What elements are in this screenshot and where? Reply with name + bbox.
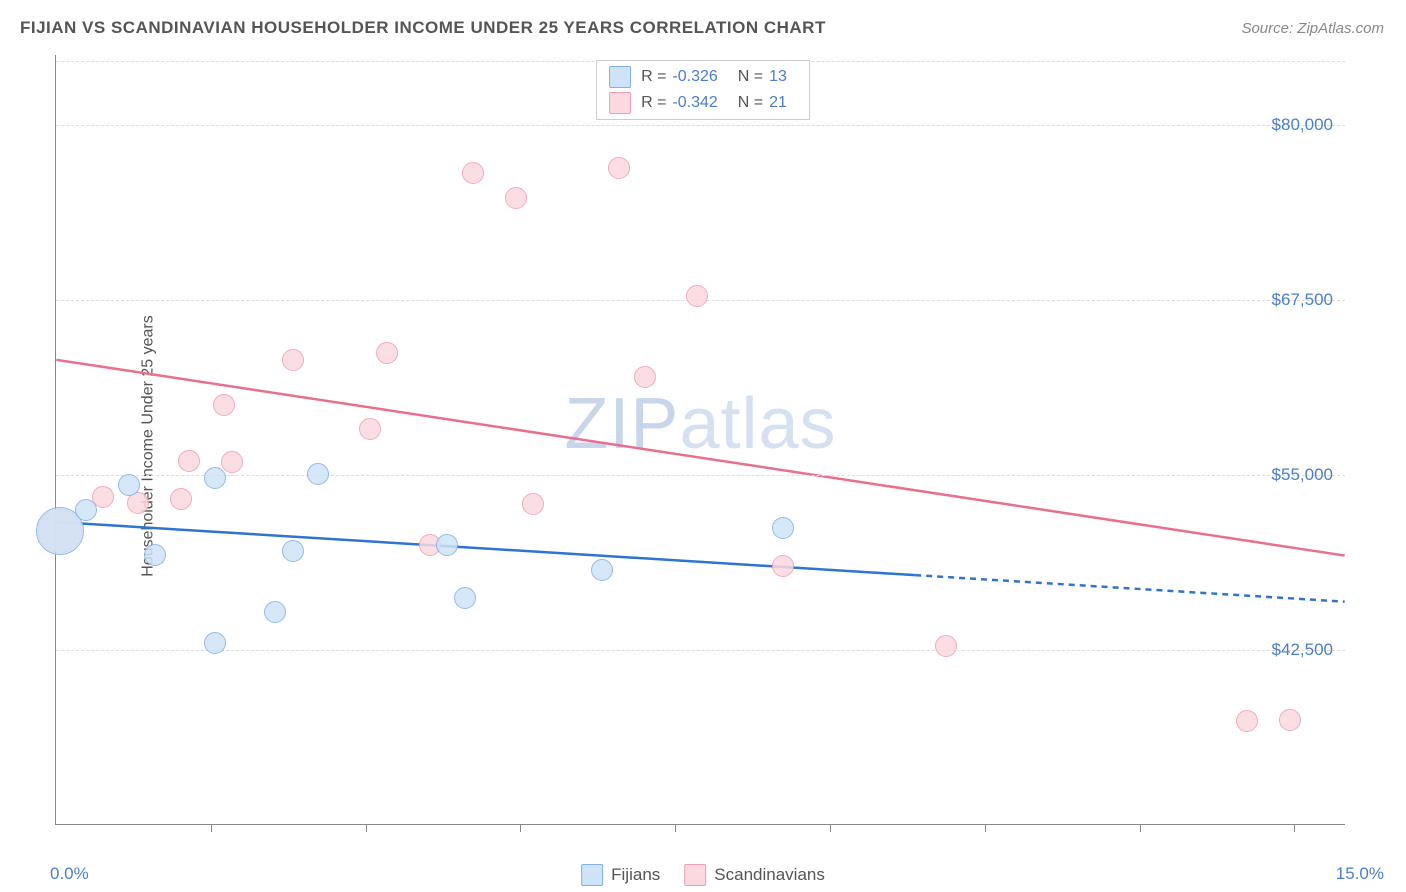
watermark-light: atlas xyxy=(679,384,836,464)
data-point-fijians xyxy=(591,559,613,581)
data-point-fijians xyxy=(307,463,329,485)
swatch-scandinavians-icon xyxy=(609,92,631,114)
data-point-fijians xyxy=(75,499,97,521)
r-value-scandinavians: -0.342 xyxy=(672,94,717,112)
data-point-scandinavians xyxy=(634,366,656,388)
chart-container: FIJIAN VS SCANDINAVIAN HOUSEHOLDER INCOM… xyxy=(0,0,1406,892)
x-tick xyxy=(675,824,676,832)
n-label: N = xyxy=(738,94,763,112)
data-point-scandinavians xyxy=(359,418,381,440)
data-point-fijians xyxy=(436,534,458,556)
n-label: N = xyxy=(738,68,763,86)
r-value-fijians: -0.326 xyxy=(672,68,717,86)
data-point-fijians xyxy=(454,587,476,609)
legend-row-fijians: R = -0.326 N = 13 xyxy=(605,64,801,90)
x-tick xyxy=(1140,824,1141,832)
legend-item-fijians: Fijians xyxy=(581,864,660,886)
data-point-fijians xyxy=(264,601,286,623)
trend-lines-svg xyxy=(56,55,1345,824)
data-point-scandinavians xyxy=(213,394,235,416)
gridline xyxy=(56,650,1345,651)
n-value-scandinavians: 21 xyxy=(769,94,787,112)
r-label: R = xyxy=(641,68,666,86)
data-point-scandinavians xyxy=(1279,709,1301,731)
x-tick xyxy=(520,824,521,832)
data-point-scandinavians xyxy=(522,493,544,515)
x-axis-max-label: 15.0% xyxy=(1336,864,1384,884)
data-point-scandinavians xyxy=(376,342,398,364)
data-point-fijians xyxy=(772,517,794,539)
y-tick-label: $55,000 xyxy=(1272,465,1333,485)
data-point-scandinavians xyxy=(608,157,630,179)
swatch-scandinavians-icon xyxy=(684,864,706,886)
data-point-scandinavians xyxy=(282,349,304,371)
data-point-scandinavians xyxy=(1236,710,1258,732)
data-point-fijians xyxy=(144,544,166,566)
data-point-scandinavians xyxy=(772,555,794,577)
data-point-fijians xyxy=(204,467,226,489)
x-tick xyxy=(830,824,831,832)
gridline xyxy=(56,125,1345,126)
data-point-fijians xyxy=(282,540,304,562)
source-label: Source: ZipAtlas.com xyxy=(1241,20,1384,37)
data-point-scandinavians xyxy=(170,488,192,510)
data-point-scandinavians xyxy=(686,285,708,307)
data-point-scandinavians xyxy=(935,635,957,657)
x-tick xyxy=(211,824,212,832)
watermark-bold: ZIP xyxy=(564,384,679,464)
x-tick xyxy=(366,824,367,832)
data-point-scandinavians xyxy=(505,187,527,209)
correlation-legend: R = -0.326 N = 13 R = -0.342 N = 21 xyxy=(596,60,810,120)
y-tick-label: $80,000 xyxy=(1272,115,1333,135)
plot-area: ZIPatlas $42,500 $55,000 $67,500 $80,000 xyxy=(55,55,1345,825)
gridline xyxy=(56,475,1345,476)
y-tick-label: $67,500 xyxy=(1272,290,1333,310)
chart-title: FIJIAN VS SCANDINAVIAN HOUSEHOLDER INCOM… xyxy=(20,18,826,38)
series-legend: Fijians Scandinavians xyxy=(581,864,825,886)
y-tick-label: $42,500 xyxy=(1272,640,1333,660)
data-point-fijians xyxy=(118,474,140,496)
legend-row-scandinavians: R = -0.342 N = 21 xyxy=(605,90,801,116)
legend-label-scandinavians: Scandinavians xyxy=(714,865,825,885)
watermark-text: ZIPatlas xyxy=(564,383,836,465)
data-point-fijians xyxy=(204,632,226,654)
r-label: R = xyxy=(641,94,666,112)
legend-label-fijians: Fijians xyxy=(611,865,660,885)
data-point-scandinavians xyxy=(462,162,484,184)
x-tick xyxy=(1294,824,1295,832)
swatch-fijians-icon xyxy=(609,66,631,88)
x-tick xyxy=(985,824,986,832)
x-axis-min-label: 0.0% xyxy=(50,864,89,884)
swatch-fijians-icon xyxy=(581,864,603,886)
data-point-scandinavians xyxy=(178,450,200,472)
legend-item-scandinavians: Scandinavians xyxy=(684,864,825,886)
data-point-scandinavians xyxy=(221,451,243,473)
n-value-fijians: 13 xyxy=(769,68,787,86)
